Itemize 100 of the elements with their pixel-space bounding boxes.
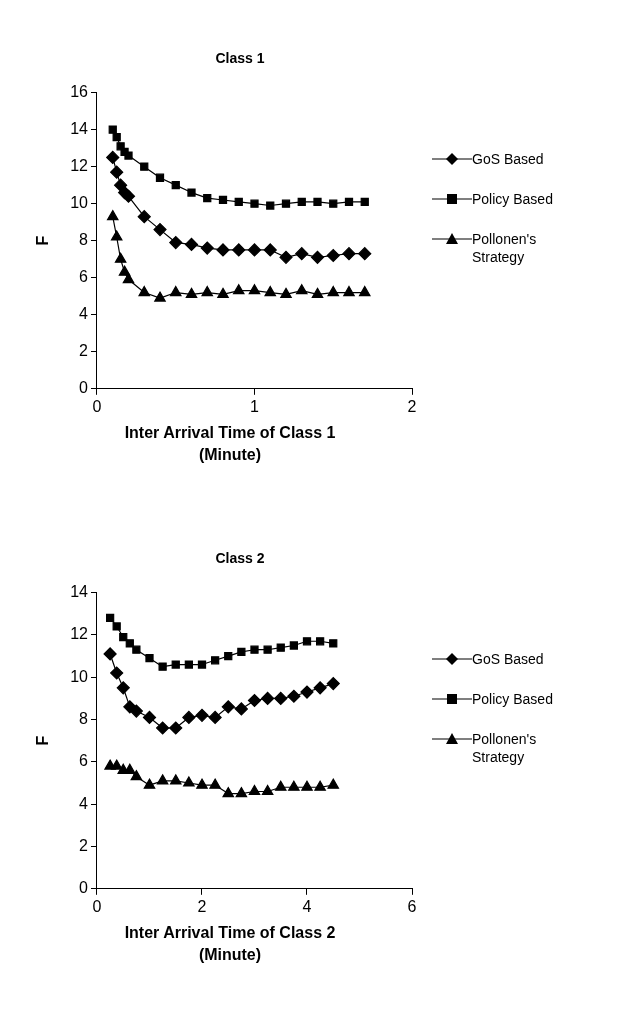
point <box>301 780 313 791</box>
point <box>250 199 259 208</box>
point <box>158 662 167 671</box>
legend-label: Policy Based <box>472 690 554 708</box>
y-tick-label: 6 <box>79 752 89 770</box>
point <box>261 784 274 796</box>
point <box>314 780 326 791</box>
y-tick-label: 2 <box>79 342 89 360</box>
point <box>118 265 131 276</box>
point <box>112 132 121 142</box>
point <box>313 197 322 206</box>
point <box>289 641 299 650</box>
point <box>110 165 124 179</box>
point <box>264 285 277 297</box>
point <box>329 639 338 648</box>
point <box>196 778 208 789</box>
point <box>326 676 340 691</box>
point <box>210 656 220 665</box>
x-tick-label: 6 <box>407 897 417 915</box>
point <box>279 250 293 264</box>
y-tick-label: 2 <box>79 836 89 854</box>
y-tick-label: 10 <box>70 667 89 685</box>
point <box>247 693 262 708</box>
y-tick-label: 10 <box>70 194 89 212</box>
point <box>232 284 245 295</box>
point <box>185 287 198 298</box>
point <box>358 247 372 261</box>
point <box>261 691 275 705</box>
point <box>287 689 301 703</box>
point <box>154 291 166 302</box>
point <box>274 691 288 705</box>
point <box>274 780 287 791</box>
legend-label: Pollonen's Strategy <box>472 230 538 266</box>
x-tick-label: 0 <box>92 397 102 415</box>
point <box>129 704 143 718</box>
x-axis-title: Inter Arrival Time of Class 2 (Minute) <box>123 923 337 965</box>
point <box>119 632 128 642</box>
point <box>221 700 235 714</box>
y-tick-label: 12 <box>70 625 89 643</box>
x-tick-label: 4 <box>302 897 312 915</box>
point <box>138 285 151 297</box>
point <box>155 173 165 182</box>
point <box>295 247 309 261</box>
point <box>263 243 277 257</box>
point <box>105 613 115 623</box>
point <box>295 284 308 295</box>
point <box>216 243 230 257</box>
point <box>276 643 285 652</box>
point <box>358 285 371 297</box>
x-axis-title: Inter Arrival Time of Class 1 (Minute) <box>123 423 337 465</box>
point <box>344 197 354 206</box>
x-tick-label: 2 <box>407 397 417 415</box>
point <box>110 230 123 241</box>
point <box>248 284 261 295</box>
point <box>121 189 136 203</box>
point <box>250 645 259 654</box>
x-tick-label: 0 <box>92 897 102 915</box>
point <box>106 150 120 164</box>
chart-title: Class 1 <box>214 50 266 66</box>
y-tick-label: 14 <box>70 120 89 138</box>
point <box>327 285 340 297</box>
point <box>310 250 325 264</box>
point <box>288 780 300 791</box>
point <box>222 786 235 798</box>
y-tick-label: 4 <box>79 305 89 323</box>
point <box>142 710 157 725</box>
point <box>217 287 229 298</box>
y-tick-label: 0 <box>79 379 89 397</box>
point <box>169 774 182 785</box>
point <box>209 778 221 789</box>
point <box>203 193 212 203</box>
point <box>224 651 233 661</box>
point <box>197 660 207 669</box>
y-tick-label: 4 <box>79 794 89 812</box>
point <box>326 248 340 263</box>
point <box>184 660 194 669</box>
point <box>200 241 214 255</box>
point <box>103 647 117 661</box>
point <box>237 647 246 656</box>
point <box>182 710 196 725</box>
y-axis-title: F <box>34 235 52 246</box>
point <box>114 178 128 192</box>
point <box>234 702 248 716</box>
point <box>153 222 167 237</box>
point <box>360 197 369 206</box>
point <box>156 774 169 785</box>
point <box>156 721 170 735</box>
point <box>125 639 134 648</box>
point <box>263 645 272 654</box>
point <box>327 778 340 789</box>
point <box>114 252 127 263</box>
chart-title: Class 2 <box>214 550 266 566</box>
point <box>132 645 141 654</box>
point <box>218 195 228 205</box>
point <box>232 243 246 257</box>
legend-label: Pollonen's Strategy <box>472 730 538 766</box>
point <box>280 287 292 298</box>
point <box>297 197 306 206</box>
point <box>247 243 262 257</box>
point <box>169 235 183 250</box>
